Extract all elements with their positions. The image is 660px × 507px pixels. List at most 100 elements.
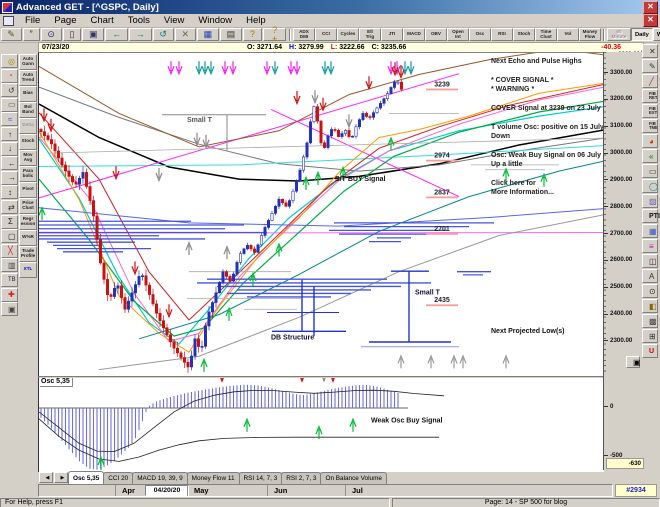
- menu-help[interactable]: Help: [246, 15, 266, 26]
- sidebar-study-regr-ession[interactable]: Regr ession: [19, 214, 37, 230]
- trendline-icon[interactable]: ╱: [642, 74, 658, 88]
- close-chart-button[interactable]: ✕: [643, 14, 658, 27]
- magnifier-icon[interactable]: ⊙: [642, 284, 658, 298]
- study-button-osc[interactable]: Osc: [468, 28, 491, 41]
- study-button-obv[interactable]: OBV: [424, 28, 447, 41]
- menu-view[interactable]: View: [163, 15, 185, 26]
- fib-time-button[interactable]: FIB TME: [642, 119, 658, 133]
- scroll-up-icon[interactable]: ↑: [1, 127, 18, 141]
- box-tool-icon[interactable]: ▢: [1, 229, 18, 244]
- study-button-cci[interactable]: CCI: [314, 28, 337, 41]
- sidebar-study-delta[interactable]: Delta: [19, 118, 37, 134]
- new-page-icon[interactable]: ▯: [62, 28, 82, 41]
- scroll-right-icon[interactable]: →: [1, 170, 18, 185]
- tb-icon[interactable]: TB: [1, 273, 18, 287]
- sidebar-study-auto-trend[interactable]: Auto Trend: [19, 70, 37, 86]
- study-button-ell-trig[interactable]: Ell Trig: [358, 28, 381, 41]
- pages-icon[interactable]: ⊞: [642, 329, 658, 343]
- refresh-icon[interactable]: ↺: [152, 28, 174, 41]
- study-button-money-flow[interactable]: Money Flow: [578, 28, 601, 41]
- tab-money-flow-11[interactable]: Money Flow 11: [186, 472, 240, 484]
- tab-scroll-left[interactable]: ◀: [38, 472, 53, 483]
- sidebar-study-pivot[interactable]: Pivot: [19, 182, 37, 198]
- price-axis[interactable]: ▣ -630 3300.00 3200.00 3100.00 3000.00 2900.…: [603, 52, 644, 470]
- scroll-down-icon[interactable]: ↓: [1, 141, 18, 156]
- ellipse-tool-icon[interactable]: ◯: [642, 179, 658, 193]
- pushpin-icon[interactable]: ✎: [0, 28, 22, 41]
- binoculars-icon[interactable]: ◎: [1, 54, 18, 68]
- sidebar-study-stoch[interactable]: Stoch: [19, 134, 37, 150]
- sidebar-study-trade-profile[interactable]: Trade Profile: [19, 246, 37, 262]
- timeframe-daily[interactable]: Daily: [630, 28, 653, 41]
- pencil-icon[interactable]: ✎: [642, 59, 658, 73]
- print-icon[interactable]: ▤: [219, 28, 242, 41]
- study-button-adx-dmi[interactable]: ADX DMI: [292, 28, 315, 41]
- timeframe-60-minute[interactable]: 60 Minute: [606, 28, 631, 41]
- tab-scroll-right[interactable]: ▶: [53, 472, 68, 483]
- grid-tool-icon[interactable]: ▦: [642, 224, 658, 238]
- pattern-tool-icon[interactable]: ▩: [642, 314, 658, 328]
- hatch-tool-icon[interactable]: ▨: [642, 194, 658, 208]
- snapshot-icon[interactable]: ▣: [1, 302, 18, 317]
- gann-wheel-icon[interactable]: ◔: [1, 68, 18, 83]
- pti-button[interactable]: PTI: [642, 209, 660, 223]
- help-icon[interactable]: ?: [242, 28, 262, 41]
- sidebar-study-bias[interactable]: Bias: [19, 86, 37, 102]
- study-button-macd[interactable]: MACD: [402, 28, 425, 41]
- study-button-time-clust[interactable]: Time Clust: [534, 28, 557, 41]
- menu-file[interactable]: File: [25, 15, 41, 26]
- paint-tool-icon[interactable]: ◧: [642, 299, 658, 313]
- rectangle-tool-icon[interactable]: ▭: [642, 164, 658, 178]
- gann-circle-icon[interactable]: ◕: [642, 134, 658, 148]
- close-window-button[interactable]: ✕: [643, 0, 658, 14]
- chart-view-icon[interactable]: ◫: [642, 254, 658, 268]
- time-axis[interactable]: 04/20/20 Apr May Jun Jul: [38, 484, 613, 497]
- bar-height-icon[interactable]: ↕: [1, 185, 18, 200]
- sidebar-study-mov-avg[interactable]: Mov Avg: [19, 150, 37, 166]
- chart-icon[interactable]: ▦: [196, 28, 219, 41]
- sidebar-study-para-bolic[interactable]: Para bolic: [19, 166, 37, 182]
- rgb-bars-icon[interactable]: ≡: [642, 239, 658, 253]
- tab-rsi-2-7-3[interactable]: RSI 2, 7, 3: [281, 472, 322, 484]
- study-button-vol[interactable]: Vol: [556, 28, 579, 41]
- menu-chart[interactable]: Chart: [90, 15, 114, 26]
- summation-icon[interactable]: Σ: [1, 214, 18, 229]
- tab-cci-20[interactable]: CCI 20: [103, 472, 134, 484]
- study-button-stoch[interactable]: Stoch: [512, 28, 535, 41]
- menu-window[interactable]: Window: [198, 15, 233, 26]
- study-button-jti[interactable]: JTI: [380, 28, 403, 41]
- timeframe-weekly[interactable]: Weekly: [652, 28, 660, 41]
- context-help-icon[interactable]: ?+: [262, 25, 287, 43]
- sidebar-study-w%r[interactable]: W%R: [19, 230, 37, 246]
- study-button-cycles[interactable]: Cycles: [336, 28, 359, 41]
- price-chart[interactable]: 3239 2974 2837 2701 2435 Small T S/T BUY Signa…: [38, 52, 604, 377]
- back-icon[interactable]: ←: [105, 28, 128, 41]
- oscillator-canvas[interactable]: Weak Osc Buy Signal: [38, 368, 604, 470]
- selected-date-box[interactable]: 04/20/20: [145, 485, 189, 496]
- study-button-open-int[interactable]: Open Int: [446, 28, 469, 41]
- text-tool-icon[interactable]: A: [642, 269, 658, 283]
- fib-extension-button[interactable]: FIB EXT: [642, 104, 658, 118]
- forward-icon[interactable]: →: [128, 28, 152, 41]
- bar-width-icon[interactable]: ⇄: [1, 200, 18, 214]
- sidebar-study-auto-gann[interactable]: Auto Gann: [19, 54, 37, 70]
- close-pane-icon[interactable]: ✕: [642, 44, 658, 58]
- grid-style-icon[interactable]: ▥: [1, 258, 18, 273]
- quotes-icon[interactable]: ”: [22, 28, 40, 41]
- snapshot-icon[interactable]: ▣: [626, 356, 641, 368]
- fib-retracement-button[interactable]: FIB RET: [642, 89, 658, 103]
- sidebar-study-xtl[interactable]: XTL: [19, 262, 37, 278]
- lines-toggle-icon[interactable]: ╳: [1, 243, 18, 258]
- zoom-icon[interactable]: ⊙: [40, 28, 62, 41]
- tab-macd-19-39-9[interactable]: MACD 19, 39, 9: [132, 472, 188, 484]
- menu-page[interactable]: Page: [54, 15, 77, 26]
- quick-reset-icon[interactable]: ↺: [1, 83, 18, 98]
- sidebar-study-price-clust[interactable]: Price Clust: [19, 198, 37, 214]
- u-button[interactable]: U: [642, 344, 658, 358]
- wave-arrows-icon[interactable]: «: [642, 149, 658, 163]
- menu-tools[interactable]: Tools: [127, 15, 150, 26]
- delete-icon[interactable]: ✕: [174, 28, 196, 41]
- tab-osc-5-35[interactable]: Osc 5,35: [68, 471, 105, 484]
- crosshair-icon[interactable]: ✚: [1, 287, 18, 302]
